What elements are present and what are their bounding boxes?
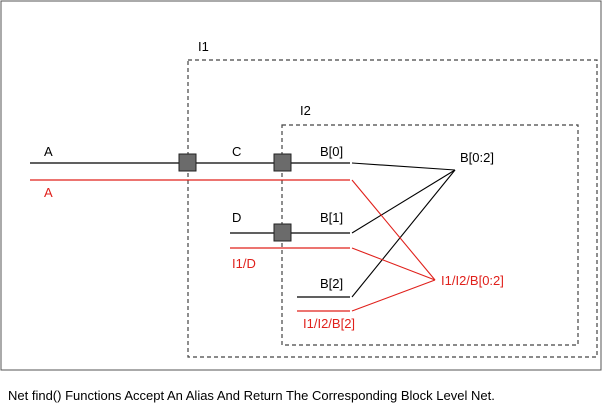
alias-label-bus: I1/I2/B[0:2] (441, 273, 504, 288)
net-label-b2: B[2] (320, 276, 343, 291)
net-label-b1: B[1] (320, 210, 343, 225)
bus-line-b1 (351, 169, 456, 234)
port-i2-d (273, 223, 292, 242)
instance-i2-box (281, 124, 579, 346)
port-i2-c (273, 153, 292, 172)
net-label-a: A (44, 144, 53, 159)
alias-label-d: I1/D (232, 256, 256, 271)
net-label-bus: B[0:2] (460, 150, 494, 165)
net-label-b0: B[0] (320, 144, 343, 159)
instance-label-i1: I1 (198, 39, 209, 54)
instance-label-i2: I2 (300, 103, 311, 118)
alias-label-a: A (44, 185, 53, 200)
net-label-d: D (232, 210, 241, 225)
instance-i1-box (187, 59, 598, 358)
alias-line-1 (351, 179, 436, 281)
bus-line-b2 (351, 169, 456, 298)
net-label-c: C (232, 144, 241, 159)
bus-line-b0 (351, 162, 456, 171)
diagram-frame (0, 0, 602, 371)
port-i1-a (178, 153, 197, 172)
figure-caption: Net find() Functions Accept An Alias And… (8, 388, 495, 403)
alias-line-2 (351, 247, 436, 281)
alias-line-3 (351, 279, 436, 312)
alias-label-b2: I1/I2/B[2] (303, 316, 355, 331)
